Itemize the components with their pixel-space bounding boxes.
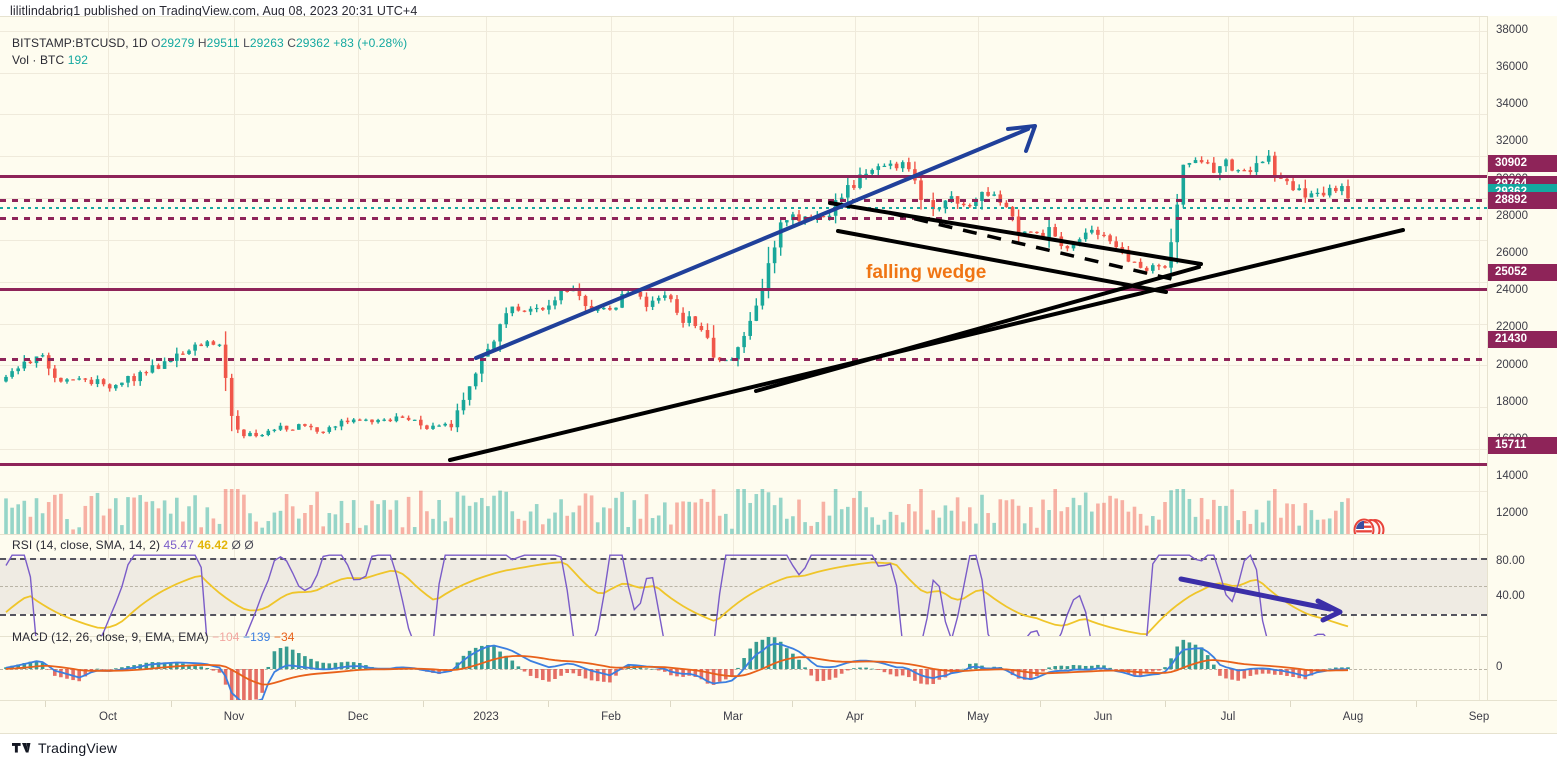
tradingview-logo-icon	[12, 743, 31, 753]
legend-high-value: 29511	[206, 36, 240, 50]
price-level-15711	[0, 463, 1487, 466]
price-axis-tick-32000: 32000	[1496, 135, 1528, 148]
rsi-legend-title: RSI (14, close, SMA, 14, 2)	[12, 538, 161, 552]
legend-low-value: 29263	[249, 36, 284, 50]
price-level-25052	[0, 288, 1487, 291]
price-badge-21430[interactable]: 21430	[1488, 331, 1557, 349]
volume-legend[interactable]: Vol · BTC 192	[12, 53, 88, 67]
macd-legend[interactable]: MACD (12, 26, close, 9, EMA, EMA) −104 −…	[12, 630, 295, 644]
price-axis-tick-34000: 34000	[1496, 98, 1528, 111]
symbol-legend[interactable]: BITSTAMP:BTCUSD, 1D O29279 H29511 L29263…	[12, 36, 407, 50]
price-badge-28892[interactable]: 28892	[1488, 192, 1557, 210]
macd-line-value: −139	[243, 630, 271, 644]
macd-legend-title: MACD (12, 26, close, 9, EMA, EMA)	[12, 630, 209, 644]
price-badge-25052[interactable]: 25052	[1488, 263, 1557, 281]
macd-axis-tick-0: 0	[1496, 661, 1503, 673]
rsi-axis-tick-40: 40.00	[1496, 590, 1525, 602]
price-badge-15711[interactable]: 15711	[1488, 437, 1557, 455]
rsi-pane[interactable]	[0, 534, 1487, 636]
time-axis-label-Jul: Jul	[1220, 711, 1236, 723]
legend-symbol: BITSTAMP:BTCUSD, 1D	[12, 36, 148, 50]
attribution-text: lilitlindabrig1 published on TradingView…	[10, 4, 418, 18]
macd-pane[interactable]	[0, 636, 1487, 700]
price-level-29362-close	[0, 207, 1487, 209]
falling-wedge-label: falling wedge	[866, 262, 987, 283]
time-axis-label-May: May	[967, 711, 989, 723]
brand-name: TradingView	[38, 740, 118, 756]
legend-low-label: L	[243, 36, 250, 50]
time-axis-label-Sep: Sep	[1468, 711, 1490, 723]
rsi-series	[5, 554, 1349, 636]
legend-open-label: O	[151, 36, 161, 50]
rsi-legend-extra-2: Ø	[244, 538, 254, 552]
chart-canvas[interactable]: falling wedge	[0, 16, 1487, 700]
rsi-midline-40	[0, 586, 1487, 587]
time-axis-label-Apr: Apr	[846, 711, 864, 723]
legend-open-value: 29279	[160, 36, 195, 50]
time-axis-label-Nov: Nov	[223, 711, 245, 723]
legend-high-label: H	[197, 36, 207, 50]
price-axis-tick-22000: 22000	[1496, 321, 1528, 334]
time-axis-label-Mar: Mar	[723, 711, 743, 723]
price-axis[interactable]: 3800036000340003200030000280002600024000…	[1487, 16, 1557, 700]
price-axis-tick-12000: 12000	[1496, 507, 1528, 520]
volume-legend-title: Vol · BTC	[12, 53, 65, 67]
rsi-lower-band	[0, 614, 1487, 616]
us-flag-event-marker-icon[interactable]	[1352, 517, 1386, 534]
price-axis-tick-36000: 36000	[1496, 61, 1528, 74]
price-level-29764	[0, 199, 1487, 202]
legend-close-label: C	[287, 36, 296, 50]
time-axis-label-Aug: Aug	[1342, 711, 1364, 723]
price-axis-tick-14000: 14000	[1496, 470, 1528, 483]
price-axis-tick-38000: 38000	[1496, 23, 1528, 36]
price-axis-tick-18000: 18000	[1496, 395, 1528, 408]
time-axis-label-2023: 2023	[473, 711, 499, 723]
rsi-legend-extra-1: Ø	[231, 538, 241, 552]
candlestick-series	[4, 150, 1350, 534]
rsi-upper-band-80	[0, 558, 1487, 560]
rsi-axis-tick-80: 80.00	[1496, 555, 1525, 567]
price-axis-tick-26000: 26000	[1496, 247, 1528, 260]
macd-histogram-value: −104	[212, 630, 240, 644]
price-level-30902	[0, 175, 1487, 178]
time-axis-label-Jun: Jun	[1093, 711, 1113, 723]
time-axis-label-Feb: Feb	[601, 711, 621, 723]
price-axis-tick-20000: 20000	[1496, 358, 1528, 371]
time-axis-label-Dec: Dec	[347, 711, 369, 723]
price-badge-30902[interactable]: 30902	[1488, 154, 1557, 172]
price-axis-tick-24000: 24000	[1496, 284, 1528, 297]
legend-close-value: 29362	[295, 36, 330, 50]
time-axis[interactable]: Oct Nov Dec 2023 Feb Mar Apr May Jun Jul Aug Sep	[0, 700, 1557, 734]
time-axis-label-Oct: Oct	[99, 711, 117, 723]
price-level-21430	[0, 358, 1487, 361]
rsi-ma-legend-value: 46.42	[197, 538, 229, 552]
rsi-legend[interactable]: RSI (14, close, SMA, 14, 2) 45.47 46.42 …	[12, 538, 254, 552]
macd-series	[4, 637, 1350, 700]
volume-legend-value: 192	[67, 53, 89, 67]
price-pane[interactable]: falling wedge	[0, 17, 1487, 534]
tradingview-brand: TradingView	[12, 740, 117, 756]
legend-change: +83 (+0.28%)	[333, 36, 408, 50]
price-level-28892	[0, 217, 1487, 220]
macd-signal-value: −34	[273, 630, 295, 644]
rsi-legend-value: 45.47	[163, 538, 195, 552]
price-axis-tick-28000: 28000	[1496, 209, 1528, 222]
